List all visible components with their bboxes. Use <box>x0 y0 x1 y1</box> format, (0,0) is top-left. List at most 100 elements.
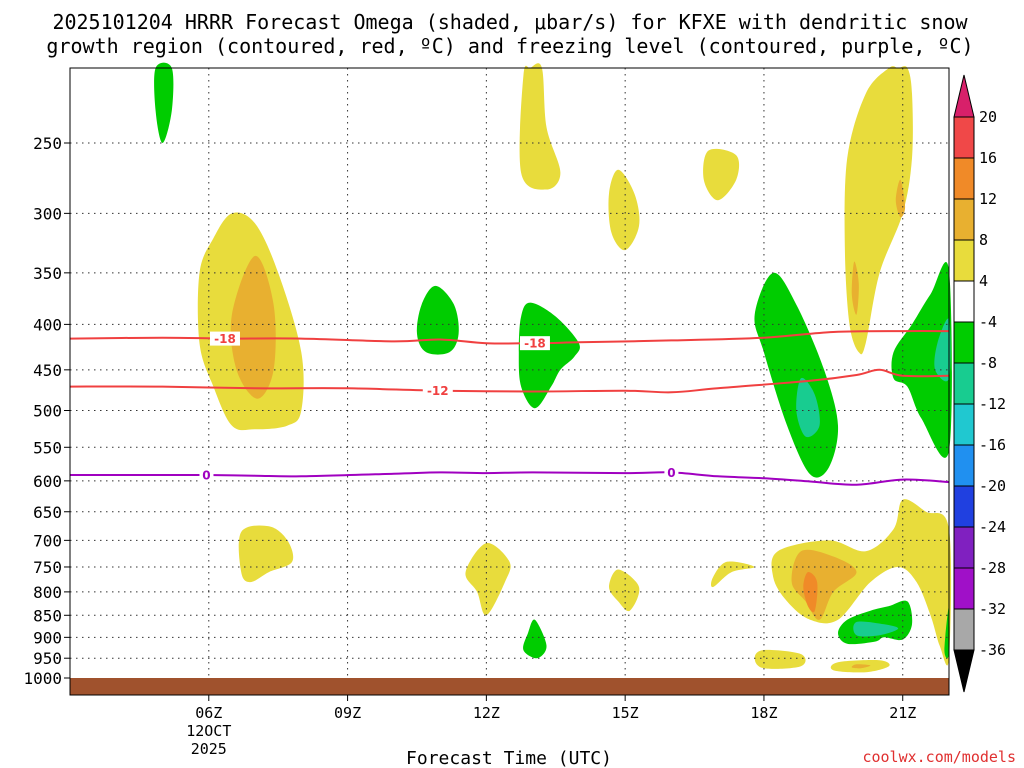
colorbar-box-3 <box>953 239 975 282</box>
contour-label-dgz-minus-18-b: -18 <box>524 337 546 351</box>
contour-label-bg-freezing-level-0-b <box>664 465 679 480</box>
y-tick-label-350: 350 <box>33 264 62 283</box>
x-tick-label-06Z: 06Z <box>195 704 222 722</box>
contour-label-freezing-level-0-b: 0 <box>667 466 675 480</box>
contour-label-dgz-minus-18-a: -18 <box>214 332 236 346</box>
temperature-contours: -18 -12 0 -18 0 <box>69 330 950 486</box>
omega-region-teal-19z <box>796 377 820 438</box>
colorbar-label-1: 16 <box>979 149 997 167</box>
y-axis: 250 300 350 400 450 500 550 600 650 700 750 800 850 9… <box>23 134 70 688</box>
y-tick-label-650: 650 <box>33 503 62 522</box>
plot-area: -18 -12 0 -18 0 <box>69 62 952 696</box>
x-axis-label: Forecast Time (UTC) <box>406 748 612 768</box>
y-tick-label-950: 950 <box>33 649 62 668</box>
colorbar-box-7 <box>953 403 975 446</box>
omega-region-yellow-17z-18z-lowlevel <box>711 561 755 588</box>
colorbar-label-4: 4 <box>979 272 988 290</box>
colorbar-label-5: -4 <box>979 313 997 331</box>
colorbar-label-8: -16 <box>979 436 1006 454</box>
x-tick-label-12Z: 12Z <box>473 704 500 722</box>
omega-region-yellow-19z-21z-lowlevel <box>771 499 952 666</box>
colorbar-bottom-arrow <box>953 649 975 693</box>
colorbar-label-11: -28 <box>979 559 1006 577</box>
colorbar-box-10 <box>953 526 975 569</box>
colorbar-label-3: 8 <box>979 231 988 249</box>
colorbar-label-2: 12 <box>979 190 997 208</box>
omega-shading <box>154 62 952 673</box>
contour-label-bg-dgz-minus-18-a <box>209 331 240 346</box>
y-tick-label-600: 600 <box>33 472 62 491</box>
colorbar-box-9 <box>953 485 975 528</box>
colorbar-box-11 <box>953 567 975 610</box>
colorbar-label-0: 20 <box>979 108 997 126</box>
x-tick-label-21Z: 21Z <box>889 704 916 722</box>
omega-region-teal-22z <box>934 318 951 382</box>
omega-region-green-22z-lowlevel <box>944 606 950 659</box>
omega-region-orange-20z-nearsurface <box>851 664 871 669</box>
omega-region-teal-20z-lowlevel <box>853 621 899 637</box>
y-tick-label-1000: 1000 <box>23 669 62 688</box>
omega-region-dark-orange-19z-core <box>803 572 818 613</box>
colorbar-box-5 <box>953 321 975 364</box>
y-tick-label-750: 750 <box>33 558 62 577</box>
x-tick-label-09Z: 09Z <box>334 704 361 722</box>
contour-label-freezing-level-0-a: 0 <box>202 469 210 483</box>
colorbar-box-0 <box>953 116 975 159</box>
y-tick-label-300: 300 <box>33 204 62 223</box>
x-date-line-1: 12OCT <box>186 722 231 740</box>
colorbar-box-4 <box>953 280 975 323</box>
colorbar-label-9: -20 <box>979 477 1006 495</box>
colorbar-box-8 <box>953 444 975 487</box>
y-tick-label-700: 700 <box>33 531 62 550</box>
contour-label-bg-freezing-level-0-a <box>199 468 214 483</box>
y-tick-label-800: 800 <box>33 583 62 602</box>
colorbar-label-13: -36 <box>979 641 1006 659</box>
omega-region-yellow-18z-nearsurface <box>754 649 806 669</box>
omega-region-yellow-17z-upper <box>703 148 740 201</box>
x-tick-label-18Z: 18Z <box>750 704 777 722</box>
omega-region-orange-20z-column <box>851 261 859 315</box>
chart-title-line-1: 2025101204 HRRR Forecast Omega (shaded, … <box>52 10 968 34</box>
y-tick-label-400: 400 <box>33 315 62 334</box>
y-tick-label-250: 250 <box>33 134 62 153</box>
y-tick-label-450: 450 <box>33 361 62 380</box>
omega-region-yellow-07z-lowlevel <box>238 525 294 583</box>
omega-region-green-11z <box>416 285 459 355</box>
colorbar-box-1 <box>953 157 975 200</box>
plot-border <box>69 67 950 696</box>
contour-label-dgz-minus-12-a: -12 <box>427 384 449 398</box>
credit-link[interactable]: coolwx.com/models <box>862 748 1016 766</box>
y-tick-label-500: 500 <box>33 402 62 421</box>
x-date-line-2: 2025 <box>191 740 227 758</box>
colorbar-label-7: -12 <box>979 395 1006 413</box>
omega-region-yellow-12z-lowlevel <box>465 542 511 616</box>
contour-freezing-level-0 <box>69 471 950 486</box>
omega-region-yellow-15z-upper <box>608 169 640 251</box>
omega-region-orange-07z-core <box>230 255 276 399</box>
y-tick-label-850: 850 <box>33 606 62 625</box>
y-tick-label-900: 900 <box>33 628 62 647</box>
colorbar-box-2 <box>953 198 975 241</box>
omega-region-green-13z-lowlevel <box>523 619 547 659</box>
omega-region-yellow-15z-lowlevel <box>609 569 640 612</box>
chart-title-line-2: growth region (contoured, red, ºC) and f… <box>46 34 973 58</box>
contour-label-bg-dgz-minus-12-a <box>422 383 453 398</box>
colorbar-label-12: -32 <box>979 600 1006 618</box>
colorbar-box-6 <box>953 362 975 405</box>
omega-region-green-13z <box>518 302 580 409</box>
y-tick-label-550: 550 <box>33 438 62 457</box>
contour-dgz-minus-12 <box>69 368 950 394</box>
omega-region-green-21z-22z <box>891 262 952 458</box>
colorbar: 20 16 12 8 4 -4 -8 -12 -16 -20 -24 -28 -32 -36 <box>953 74 1006 693</box>
omega-region-yellow-20z-21z-upper <box>844 66 913 355</box>
contour-label-bg-dgz-minus-18-b <box>519 336 550 351</box>
colorbar-label-6: -8 <box>979 354 997 372</box>
omega-region-yellow-13z-top <box>519 63 561 190</box>
colorbar-label-10: -24 <box>979 518 1006 536</box>
omega-region-green-05z-top <box>154 62 174 143</box>
colorbar-box-12 <box>953 608 975 651</box>
ground-surface <box>70 678 949 695</box>
x-tick-label-15Z: 15Z <box>612 704 639 722</box>
